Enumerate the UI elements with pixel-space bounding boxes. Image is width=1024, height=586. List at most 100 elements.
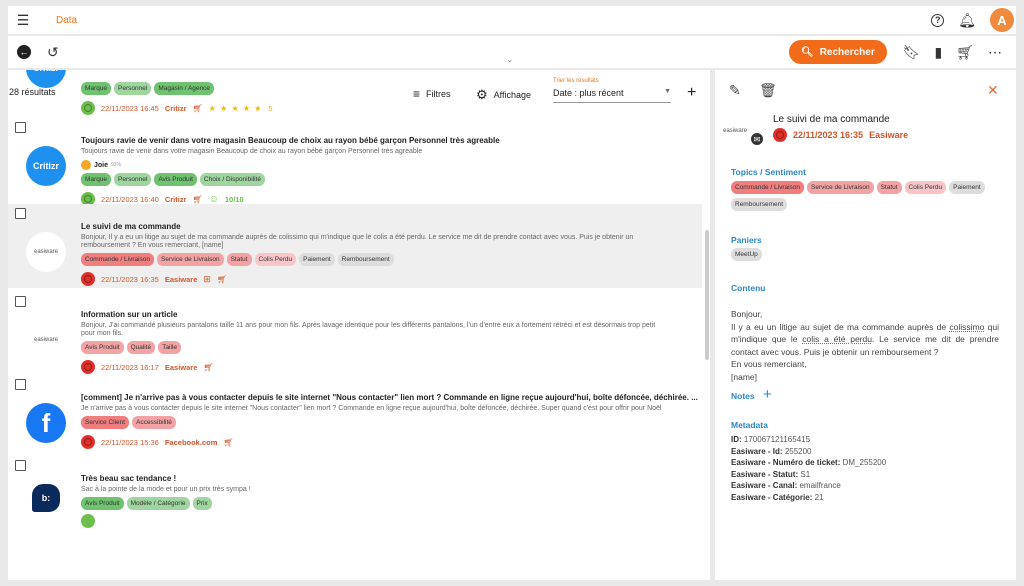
link-colissimo[interactable]: colissimo: [949, 321, 985, 332]
tag[interactable]: Personnel: [114, 82, 152, 95]
results-count: 28 résultats: [9, 87, 56, 97]
add-note-icon[interactable]: +: [763, 386, 772, 403]
detail-logo: easiware: [723, 128, 748, 134]
list-item[interactable]: f [comment] Je n'arrive pas à vous contac…: [8, 375, 702, 457]
tag[interactable]: Statut: [876, 181, 902, 194]
avatar[interactable]: A: [990, 8, 1014, 32]
sort-select[interactable]: Trier les résultats Date : plus récent ▼: [553, 78, 671, 103]
content-heading: Contenu: [731, 283, 766, 293]
tag[interactable]: Statut: [226, 253, 252, 266]
tag[interactable]: Service de Livraison: [807, 181, 874, 194]
select-checkbox[interactable]: [15, 379, 26, 390]
tag[interactable]: Remboursement: [731, 198, 788, 211]
add-icon[interactable]: +: [687, 84, 697, 101]
tag[interactable]: Choix / Disponibilité: [199, 173, 265, 186]
select-checkbox[interactable]: [15, 208, 26, 219]
cart-icon[interactable]: 🛒︎: [216, 274, 228, 284]
item-meta: 22/11/2023 15:36 Facebook.com 🛒︎: [81, 435, 702, 449]
tag[interactable]: Modèle / Catégorie: [126, 497, 190, 510]
toolbar: ← ↺ ⌄ 🔍︎ Rechercher 🔖︎ ▮ 🛒︎ ⋯: [8, 36, 1016, 68]
tag[interactable]: Marque: [81, 173, 112, 186]
tag[interactable]: Marque: [81, 82, 112, 95]
cart-icon[interactable]: 🛒︎: [192, 194, 203, 204]
search-icon: 🔍︎: [800, 46, 814, 58]
search-button[interactable]: 🔍︎ Rechercher: [788, 40, 887, 64]
tag[interactable]: Remboursement: [337, 253, 394, 266]
menu-icon[interactable]: ☰: [16, 11, 30, 28]
close-icon[interactable]: ✕: [987, 82, 999, 98]
back-icon[interactable]: ←: [17, 45, 31, 59]
source-logo: easiware: [26, 320, 66, 360]
expand-chevron-icon[interactable]: ⌄: [506, 54, 514, 64]
detail-source: Easiware: [869, 130, 909, 140]
bell-icon[interactable]: 🔔︎: [958, 11, 976, 28]
tag[interactable]: Colis Perdu: [904, 181, 947, 194]
list-item[interactable]: Critizr Toujours ravie de venir dans votr…: [8, 118, 702, 206]
help-icon[interactable]: ?: [931, 13, 945, 27]
select-checkbox[interactable]: [15, 460, 26, 471]
tag[interactable]: Prix: [192, 497, 212, 510]
bookmarks-icon[interactable]: ▮: [934, 43, 943, 60]
tag[interactable]: Qualité: [126, 341, 156, 354]
item-title[interactable]: Toujours ravie de venir dans votre magas…: [81, 136, 500, 145]
tag[interactable]: Colis Perdu: [254, 253, 297, 266]
tag[interactable]: Accessibilité: [132, 416, 176, 429]
list-item[interactable]: easiware Information sur un article Bonjou…: [8, 292, 702, 374]
cart-icon[interactable]: 🛒︎: [203, 362, 214, 372]
delete-icon[interactable]: 🗑︎: [759, 82, 777, 98]
tag[interactable]: MeetUp: [731, 248, 762, 261]
metadata-value: 21: [814, 492, 824, 502]
tag[interactable]: Service Client: [81, 416, 130, 429]
list-item[interactable]: easiware Le suivi de ma commande Bonjour, …: [8, 204, 702, 288]
bookmark-icon[interactable]: 🔖︎: [902, 43, 921, 60]
metadata-list: ID: 170067121165415 Easiware - Id: 255200…: [731, 434, 886, 503]
item-source: Critizr: [164, 194, 187, 204]
tag[interactable]: Avis Produit: [81, 341, 124, 354]
source-logo: Critizr: [26, 70, 66, 88]
item-date: 22/11/2023 15:36: [101, 437, 159, 447]
display-button[interactable]: ⚙ Affichage: [476, 87, 532, 102]
item-title[interactable]: Le suivi de ma commande: [81, 222, 181, 231]
tag[interactable]: Personnel: [114, 173, 152, 186]
detail-title: Le suivi de ma commande: [773, 114, 890, 125]
tag[interactable]: Commande / Livraison: [731, 181, 805, 194]
tag[interactable]: Taille: [158, 341, 181, 354]
top-bar: ☰ Data ? 🔔︎ A: [8, 6, 1016, 34]
tag[interactable]: Avis Produit: [154, 173, 197, 186]
tag[interactable]: Service de Livraison: [157, 253, 224, 266]
sort-label: Trier les résultats: [553, 78, 599, 84]
select-checkbox[interactable]: [15, 122, 26, 133]
source-logo: f: [26, 403, 66, 443]
item-source: Easiware: [164, 362, 198, 372]
source-logo: b:: [32, 484, 60, 512]
edit-icon[interactable]: ✎: [729, 82, 741, 98]
source-logo: easiware: [26, 232, 66, 272]
tag-list: Commande / Livraison Service de Livraison…: [81, 253, 702, 266]
tag-list: Service Client Accessibilité: [81, 416, 702, 429]
cart-icon[interactable]: 🛒︎: [192, 103, 203, 113]
dropdown-arrow-icon: ▼: [664, 88, 671, 95]
link-colis-perdu[interactable]: colis a été perdu: [802, 334, 872, 344]
add-to-basket-icon[interactable]: ⊞: [203, 273, 211, 284]
tag[interactable]: Paiement: [949, 181, 985, 194]
history-icon[interactable]: ↺: [47, 43, 59, 60]
scrollbar[interactable]: [705, 230, 709, 360]
tag[interactable]: Avis Produit: [81, 497, 124, 510]
sentiment-negative-icon: [81, 272, 95, 286]
emotion: Joie 93%: [81, 160, 702, 170]
more-icon[interactable]: ⋯: [988, 43, 1002, 60]
item-title[interactable]: Information sur un article: [81, 310, 178, 319]
tag-list: Marque Personnel Magasin / Agence: [81, 82, 702, 95]
item-title[interactable]: [comment] Je n'arrive pas à vous contact…: [81, 393, 698, 402]
filters-button[interactable]: ≡ Filtres: [413, 87, 451, 101]
item-title[interactable]: Très beau sac tendance !: [81, 474, 177, 483]
tag[interactable]: Paiement: [299, 253, 335, 266]
cart-icon[interactable]: 🛒︎: [956, 43, 974, 60]
tag[interactable]: Magasin / Agence: [154, 82, 215, 95]
cart-icon[interactable]: 🛒︎: [223, 437, 234, 447]
select-checkbox[interactable]: [15, 296, 26, 307]
sentiment-positive-icon: [81, 101, 95, 115]
tag[interactable]: Commande / Livraison: [81, 253, 155, 266]
list-item[interactable]: b: Très beau sac tendance ! Sac à la point…: [8, 456, 702, 538]
